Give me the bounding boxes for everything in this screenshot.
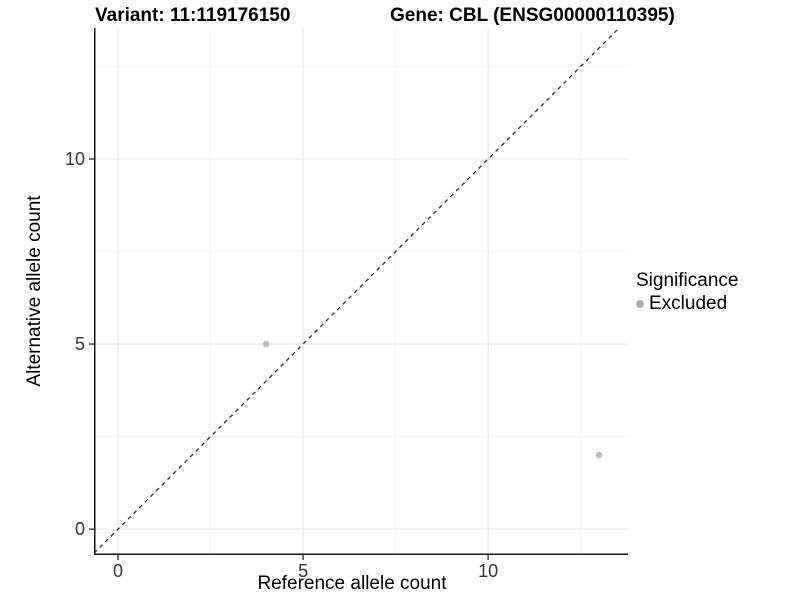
identity-line [93, 27, 620, 554]
legend-item-excluded: Excluded [636, 293, 738, 315]
x-tick-label: 10 [478, 561, 498, 581]
legend-item-label: Excluded [649, 293, 728, 314]
y-tick-label: 0 [75, 519, 85, 539]
legend-title: Significance [636, 270, 739, 291]
y-tick-label: 10 [65, 149, 85, 169]
data-point [262, 340, 270, 348]
plot-title-variant: Variant: 11:119176150 [95, 5, 291, 26]
x-tick-label: 5 [298, 561, 308, 581]
plot-title-gene: Gene: CBL (ENSG00000110395) [390, 5, 675, 26]
data-point [595, 451, 603, 459]
x-axis-title: Reference allele count [257, 573, 447, 594]
plot-panel: 0 5 10 0 5 10 [65, 27, 628, 581]
y-axis-title: Alternative allele count [24, 195, 45, 387]
legend-point-icon [636, 300, 644, 308]
legend: Significance Excluded [636, 270, 738, 315]
y-tick-label: 5 [75, 334, 85, 354]
x-tick-label: 0 [113, 561, 123, 581]
